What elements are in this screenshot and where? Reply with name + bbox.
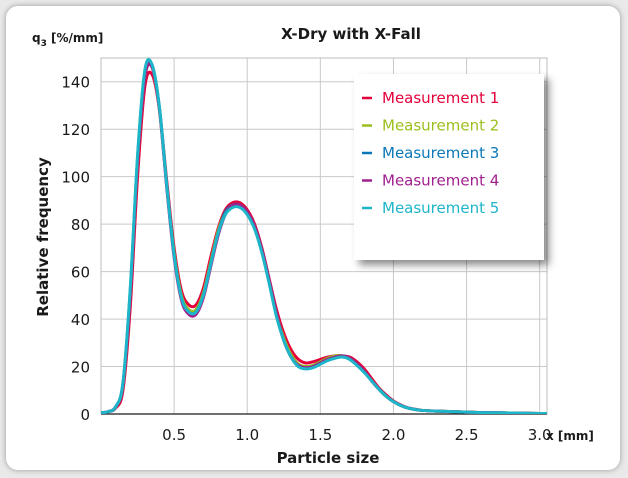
y-axis-title: Relative frequency (34, 157, 52, 317)
y-tick-label: 40 (71, 311, 90, 329)
legend-label-3: Measurement 3 (382, 144, 499, 162)
y-tick-label: 120 (61, 121, 90, 139)
x-unit-label: x [mm] (546, 429, 594, 443)
x-tick-label: 1.0 (235, 426, 259, 444)
y-tick-label: 20 (71, 359, 90, 377)
x-tick-label: 2.0 (382, 426, 406, 444)
chart-title: X-Dry with X-Fall (281, 25, 421, 43)
y-tick-label: 60 (71, 264, 90, 282)
legend-label-5: Measurement 5 (382, 199, 499, 217)
y-tick-label: 80 (71, 216, 90, 234)
x-axis-title: Particle size (277, 449, 380, 467)
x-tick-label: 2.5 (455, 426, 479, 444)
series-line-5 (101, 58, 547, 414)
y-unit-label: q3 [%/mm] (32, 31, 103, 49)
x-tick-label: 0.5 (162, 426, 186, 444)
legend-box (354, 74, 544, 260)
series-lines (101, 58, 547, 414)
y-tick-label: 140 (61, 74, 90, 92)
legend: Measurement 1 Measurement 2 Measurement 3 M… (354, 74, 544, 260)
x-ticks: 0.5 1.0 1.5 2.0 2.5 3.0 (162, 426, 551, 444)
x-tick-label: 1.5 (308, 426, 332, 444)
legend-label-1: Measurement 1 (382, 89, 499, 107)
x-tick-label: 3.0 (528, 426, 552, 444)
legend-label-4: Measurement 4 (382, 172, 499, 190)
y-tick-label: 100 (61, 169, 90, 187)
y-ticks: 0 20 40 60 80 100 120 140 (61, 74, 90, 424)
y-tick-label: 0 (80, 406, 90, 424)
legend-label-2: Measurement 2 (382, 117, 499, 135)
